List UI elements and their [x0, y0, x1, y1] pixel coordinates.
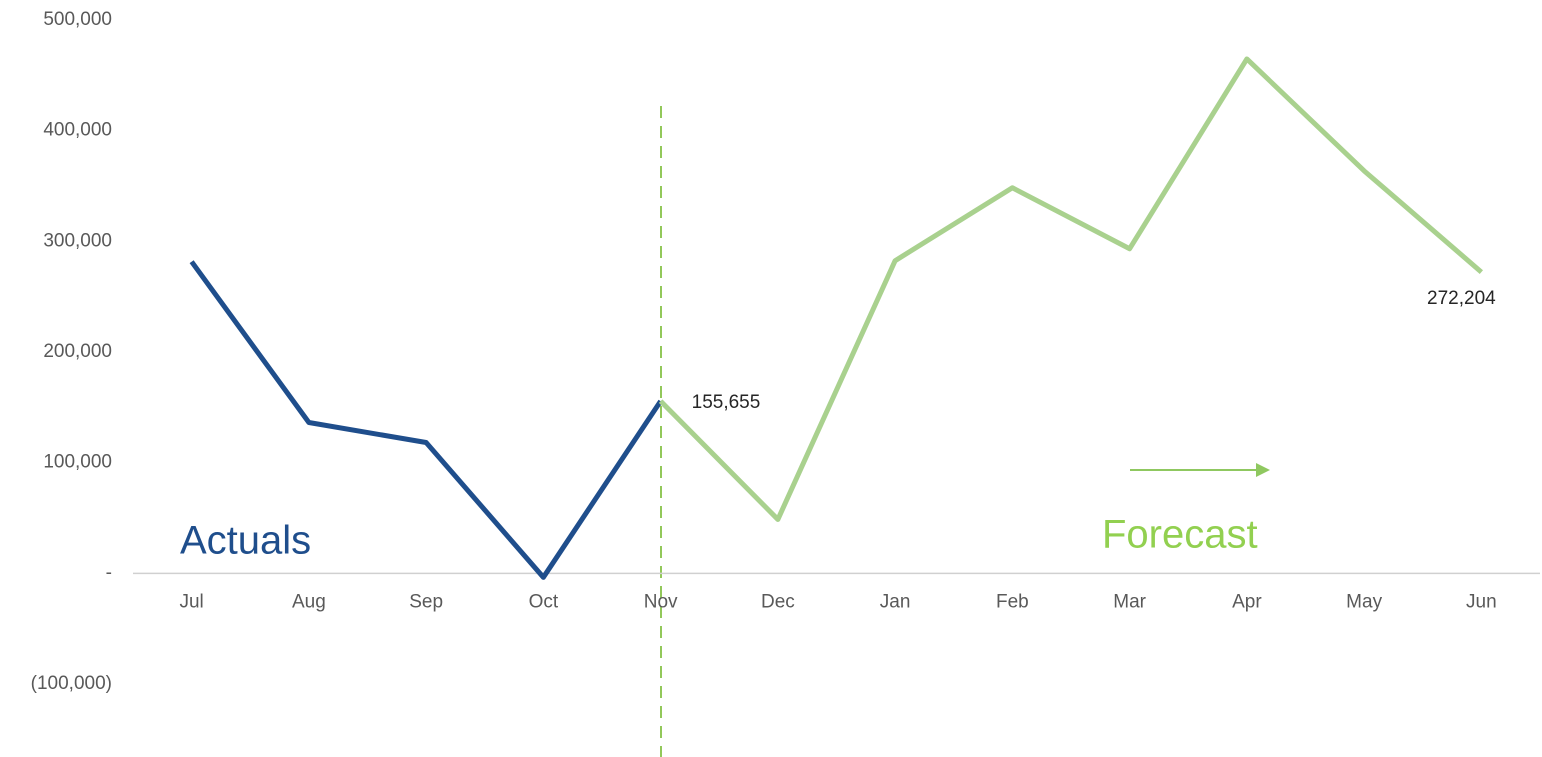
x-tick-label: Jul — [179, 591, 203, 612]
y-tick-label: 200,000 — [43, 341, 112, 362]
y-tick-label: - — [106, 562, 112, 583]
x-tick-label: Oct — [529, 591, 559, 612]
y-tick-label: 100,000 — [43, 452, 112, 473]
actuals-label: Actuals — [180, 519, 311, 563]
x-tick-label: May — [1346, 591, 1382, 612]
data-label: 272,204 — [1427, 288, 1496, 309]
data-label: 155,655 — [692, 392, 761, 413]
x-tick-label: Jun — [1466, 591, 1497, 612]
x-tick-label: Sep — [409, 591, 443, 612]
y-tick-label: 500,000 — [43, 9, 112, 30]
x-tick-label: Mar — [1113, 591, 1146, 612]
y-tick-label: 400,000 — [43, 120, 112, 141]
x-tick-label: Nov — [644, 591, 678, 612]
series-line — [189, 260, 663, 580]
y-tick-label: (100,000) — [31, 673, 112, 694]
y-tick-label: 300,000 — [43, 230, 112, 251]
forecast-label: Forecast — [1102, 513, 1258, 557]
x-tick-label: Apr — [1232, 591, 1262, 612]
x-tick-label: Dec — [761, 591, 795, 612]
x-tick-label: Aug — [292, 591, 326, 612]
series-line — [658, 56, 1484, 522]
arrow-head — [1256, 463, 1270, 477]
x-tick-label: Jan — [880, 591, 911, 612]
x-tick-label: Feb — [996, 591, 1029, 612]
